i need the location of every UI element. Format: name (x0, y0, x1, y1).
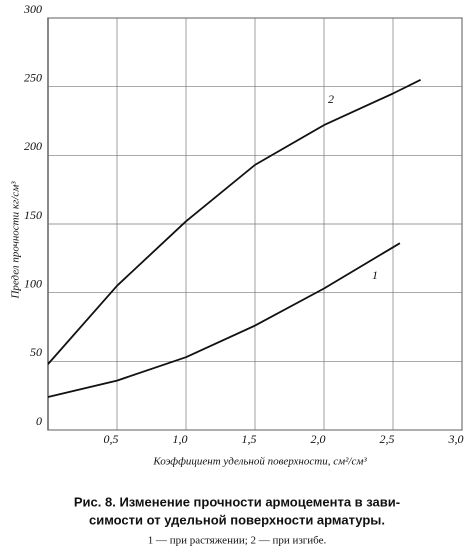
curve (47, 78, 422, 365)
x-tick-label: 2,0 (311, 432, 326, 446)
y-axis-label: Предел прочности кг/см³ (10, 181, 22, 300)
x-axis-label: Коэффициент удельной поверхности, см²/см… (152, 456, 367, 468)
y-tick-label: 50 (30, 345, 42, 359)
caption-line: симости от удельной поверхности арматуры… (89, 512, 385, 527)
y-tick-label: 250 (24, 70, 42, 84)
y-tick-label: 100 (24, 276, 42, 290)
x-tick-label: 3,0 (448, 432, 464, 446)
y-tick-label: 300 (23, 2, 42, 16)
curve (47, 242, 401, 398)
x-tick-label: 0,5 (104, 432, 119, 446)
curve-label: 2 (328, 92, 334, 106)
y-tick-label: 150 (24, 208, 42, 222)
x-tick-label: 1,5 (242, 432, 257, 446)
y-tick-label: 0 (36, 414, 42, 428)
subcaption: 1 — при растяжении; 2 — при изгибе. (148, 535, 327, 547)
curve-label: 1 (372, 268, 378, 282)
y-tick-label: 200 (24, 139, 42, 153)
x-tick-label: 2,5 (380, 432, 395, 446)
caption-line: Рис. 8. Изменение прочности армоцемента … (74, 494, 400, 509)
x-tick-label: 1,0 (173, 432, 188, 446)
